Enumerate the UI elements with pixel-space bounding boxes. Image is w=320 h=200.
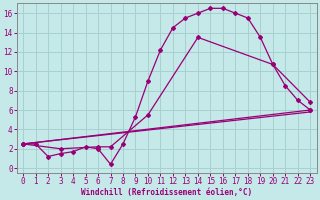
X-axis label: Windchill (Refroidissement éolien,°C): Windchill (Refroidissement éolien,°C) [81, 188, 252, 197]
